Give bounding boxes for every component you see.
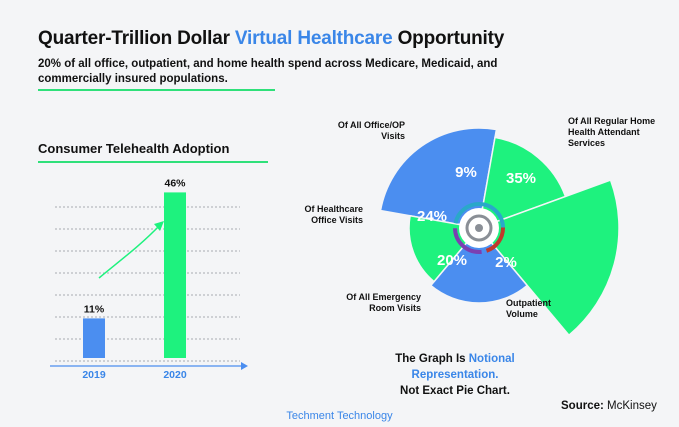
slice-category-label: Of All Regular Home Health Attendant Servi… xyxy=(568,116,655,148)
title-suffix: Opportunity xyxy=(397,28,505,49)
slice-value-label: 24% xyxy=(417,208,447,225)
chart-note: The Graph Is Notional Representation. No… xyxy=(360,351,550,399)
source-value: McKinsey xyxy=(607,400,657,412)
title-highlight: Virtual Healthcare xyxy=(234,28,393,49)
center-ring-teal xyxy=(453,202,505,254)
page-subtitle: 20% of all office, outpatient, and home … xyxy=(38,58,498,85)
target-icon xyxy=(465,214,493,242)
pie-slice xyxy=(379,127,498,229)
bar-value-label: 11% xyxy=(84,303,105,315)
x-axis-arrow-icon xyxy=(241,362,248,370)
bar-category-label: 2020 xyxy=(163,369,187,381)
slice-category-label: Of Healthcare Office Visits xyxy=(304,204,363,225)
target-center-icon xyxy=(475,224,483,232)
source-label: Source: xyxy=(561,400,604,412)
slice-value-label: 2% xyxy=(495,254,517,271)
growth-trend-arrow xyxy=(98,224,161,279)
footer-brand: Techment Technology xyxy=(286,410,393,422)
note-prefix: The Graph Is xyxy=(395,353,466,365)
slice-value-label: 20% xyxy=(437,252,467,269)
chart-note-line1: The Graph Is Notional Representation. xyxy=(360,351,550,383)
source-credit: Source: McKinsey xyxy=(561,400,657,412)
bar-2019 xyxy=(83,318,105,358)
slice-category-label: Of All Emergency Room Visits xyxy=(346,292,421,313)
slice-category-label: Of All Office/OP Visits xyxy=(338,120,405,141)
bar-chart: 11% 2019 46% 2020 xyxy=(50,177,248,381)
bar-chart-title-divider xyxy=(38,161,268,163)
note-highlight: Notional Representation. xyxy=(411,353,515,381)
bar-2020 xyxy=(164,192,186,358)
subtitle-divider xyxy=(38,89,275,91)
bar-category-label: 2019 xyxy=(82,369,106,381)
page-title: Quarter-Trillion Dollar Virtual Healthca… xyxy=(38,28,504,50)
bar-chart-title: Consumer Telehealth Adoption xyxy=(38,141,230,156)
trend-arrowhead-icon xyxy=(154,221,164,231)
pie-slice xyxy=(429,226,529,304)
polar-pie-chart: 9% 35% 2% 20% 24% Of All Office/OP Visits Of Al… xyxy=(304,116,655,337)
slice-value-label: 9% xyxy=(455,164,477,181)
slice-value-label: 35% xyxy=(506,170,536,187)
slice-category-label: Outpatient Volume xyxy=(506,298,551,319)
pie-slice xyxy=(477,179,620,337)
center-ring-purple xyxy=(453,202,505,254)
pie-slice xyxy=(478,136,567,230)
bar-value-label: 46% xyxy=(164,177,186,189)
title-prefix: Quarter-Trillion Dollar xyxy=(38,28,230,49)
chart-note-line2: Not Exact Pie Chart. xyxy=(400,385,510,397)
